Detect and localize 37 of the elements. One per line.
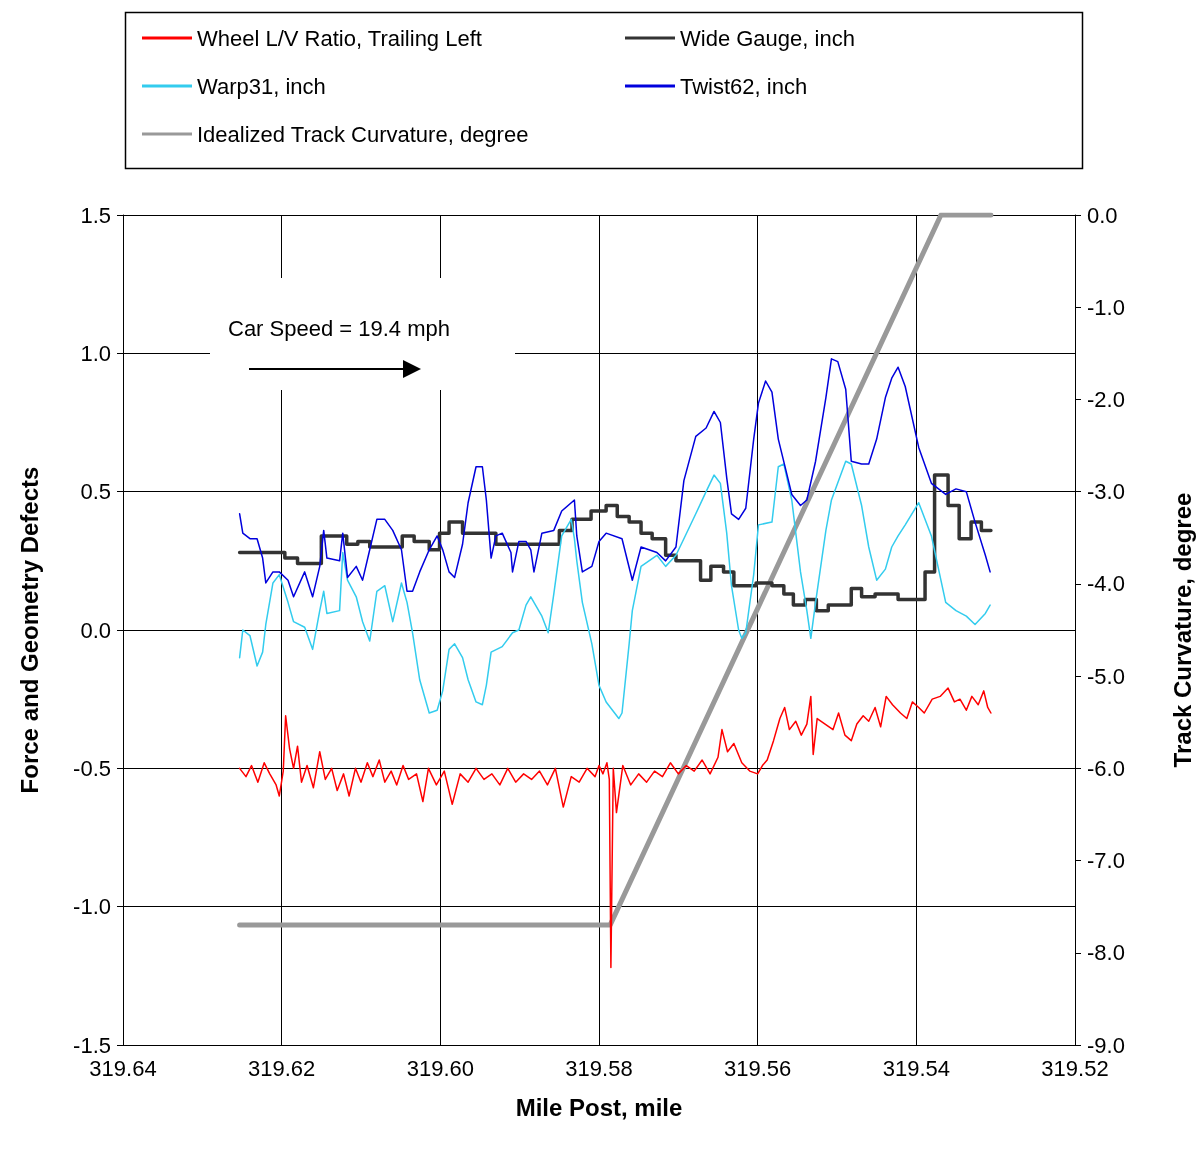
legend-label: Wide Gauge, inch	[680, 25, 855, 51]
y2-tick-label: -1.0	[1087, 294, 1125, 320]
legend-label: Twist62, inch	[680, 73, 808, 99]
y2-tick-label: -6.0	[1087, 755, 1125, 781]
y-tick-label: 0.0	[80, 617, 111, 643]
y-tick-label: -0.5	[73, 755, 111, 781]
legend-label: Wheel L/V Ratio, Trailing Left	[197, 25, 482, 51]
text-box: Car Speed = 19.4 mph	[210, 278, 515, 390]
y-tick-label: 0.5	[80, 479, 111, 505]
x-tick-label: 319.60	[406, 1055, 474, 1081]
legend-label: Idealized Track Curvature, degree	[197, 121, 529, 147]
x-tick-label: 319.58	[565, 1055, 633, 1081]
y-tick-label: 1.5	[80, 202, 111, 228]
legend-label: Warp31, inch	[197, 73, 326, 99]
x-axis-title: Mile Post, mile	[515, 1093, 683, 1121]
annotation: Car Speed = 19.4 mph	[228, 316, 450, 342]
x-tick-label: 319.52	[1041, 1055, 1109, 1081]
y-tick-label: 1.0	[80, 340, 111, 366]
line-series	[238, 358, 991, 598]
y-tick-label: -1.5	[73, 1032, 111, 1058]
y2-tick-label: -8.0	[1087, 940, 1125, 966]
y2-axis-title: Track Curvature, degree	[1168, 492, 1196, 768]
x-tick-label: 319.62	[248, 1055, 316, 1081]
y2-tick-label: -2.0	[1087, 386, 1125, 412]
y2-tick-label: -7.0	[1087, 848, 1125, 874]
x-tick-label: 319.54	[882, 1055, 950, 1081]
y2-tick-label: -4.0	[1087, 571, 1125, 597]
y2-tick-label: -3.0	[1087, 479, 1125, 505]
y-axis-title: Force and Geometry Defects	[15, 466, 43, 794]
x-tick-label: 319.56	[724, 1055, 792, 1081]
y2-tick-label: -9.0	[1087, 1032, 1125, 1058]
y2-tick-label: 0.0	[1087, 202, 1118, 228]
y-tick-label: -1.0	[73, 894, 111, 920]
line-series	[238, 687, 992, 969]
x-tick-label: 319.64	[89, 1055, 157, 1081]
line-series	[238, 460, 991, 720]
y2-tick-label: -5.0	[1087, 663, 1125, 689]
